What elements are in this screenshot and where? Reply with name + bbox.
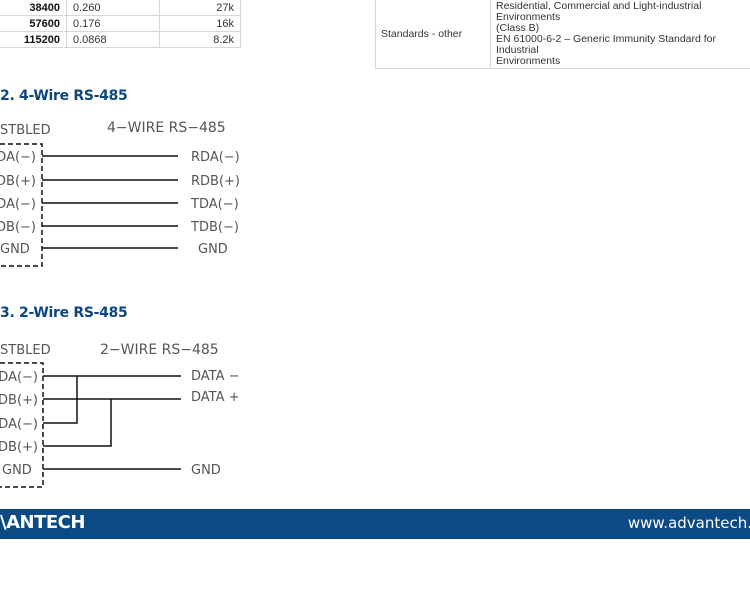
- right-label: DATA +: [191, 390, 240, 405]
- standards-table: Standards - other Residential, Commercia…: [375, 0, 750, 69]
- wires: [42, 155, 178, 249]
- standards-line: Environments: [496, 55, 561, 67]
- value-cell: 0.176: [66, 15, 160, 32]
- figure-3-diagram: STBLED 2−WIRE RS−485 TDA(−) TDB(+) RDA(−…: [0, 342, 240, 488]
- baud-rate-table: 38400 0.260 27k 57600 0.176 16k 115200 0.0868…: [0, 0, 241, 48]
- footer-band: \ANTECH www.advantech.: [0, 509, 750, 539]
- left-label: GND: [0, 242, 30, 257]
- wire: [43, 376, 78, 424]
- figure-2-title: 2. 4-Wire RS-485: [0, 88, 128, 104]
- left-header: STBLED: [0, 123, 51, 138]
- left-label: DA(−): [0, 197, 36, 212]
- table-row: Standards - other Residential, Commercia…: [375, 0, 750, 69]
- baud-cell: 38400: [0, 0, 67, 16]
- right-label: RDB(+): [191, 174, 240, 189]
- left-header: STBLED: [0, 343, 51, 358]
- right-header: 2−WIRE RS−485: [100, 342, 219, 358]
- standards-line: Residential, Commercial and Light-indust…: [496, 0, 702, 23]
- standards-line: (Class B): [496, 22, 540, 34]
- right-label: GND: [198, 242, 228, 257]
- wire: [43, 399, 112, 447]
- left-label: RDB(+): [0, 440, 38, 455]
- left-label: TDB(+): [0, 393, 38, 408]
- value-cell: 0.260: [66, 0, 160, 16]
- right-label: GND: [191, 463, 221, 478]
- table-row: 38400 0.260 27k: [0, 0, 241, 16]
- table-row: 57600 0.176 16k: [0, 15, 241, 32]
- left-label: TDA(−): [0, 370, 38, 385]
- advantech-logo: \ANTECH: [0, 512, 85, 533]
- baud-cell: 57600: [0, 15, 67, 32]
- left-label: DA(−): [0, 150, 36, 165]
- figure-3-title: 3. 2-Wire RS-485: [0, 305, 128, 321]
- device-box: [0, 362, 44, 488]
- right-label: TDA(−): [190, 197, 239, 212]
- standards-label: Standards - other: [375, 0, 491, 69]
- right-label: DATA −: [191, 369, 240, 384]
- wires: [43, 375, 181, 470]
- value-cell: 8.2k: [159, 31, 241, 48]
- device-box: [0, 143, 43, 267]
- right-label: RDA(−): [191, 150, 240, 165]
- left-label: DB(+): [0, 174, 36, 189]
- standards-value: Residential, Commercial and Light-indust…: [490, 0, 750, 69]
- value-cell: 16k: [159, 15, 241, 32]
- table-row: 115200 0.0868 8.2k: [0, 31, 241, 48]
- left-label: GND: [2, 463, 32, 478]
- value-cell: 0.0868: [66, 31, 160, 48]
- figure-2-diagram: STBLED 4−WIRE RS−485 DA(−) DB(+) DA(−) D…: [0, 120, 240, 267]
- value-cell: 27k: [159, 0, 241, 16]
- left-label: DB(−): [0, 220, 36, 235]
- right-label: TDB(−): [190, 220, 239, 235]
- baud-cell: 115200: [0, 31, 67, 48]
- website-link[interactable]: www.advantech.: [627, 514, 750, 532]
- left-label: RDA(−): [0, 417, 38, 432]
- right-header: 4−WIRE RS−485: [107, 120, 226, 136]
- standards-line: EN 61000-6-2 – Generic Immunity Standard…: [496, 33, 717, 56]
